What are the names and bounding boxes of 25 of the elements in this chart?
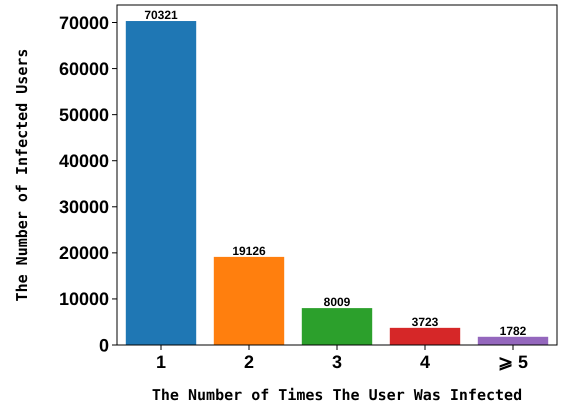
x-tick-label: 2 bbox=[244, 352, 254, 372]
x-tick-label: 1 bbox=[156, 352, 166, 372]
y-tick-label: 40000 bbox=[58, 151, 109, 172]
x-axis-title: The Number of Times The User Was Infected bbox=[152, 386, 522, 404]
data-label: 8009 bbox=[324, 295, 351, 310]
bar bbox=[214, 256, 284, 345]
bar bbox=[390, 328, 460, 345]
data-label: 70321 bbox=[144, 8, 178, 22]
bar bbox=[302, 308, 372, 345]
data-label: 1782 bbox=[500, 324, 527, 338]
bar bbox=[478, 336, 548, 345]
y-tick-label: 50000 bbox=[58, 104, 109, 125]
data-label: 19126 bbox=[232, 244, 266, 258]
y-tick-label: 60000 bbox=[58, 58, 109, 79]
y-axis-title: The Number of Infected Users bbox=[13, 48, 31, 302]
x-tick-label: ⩾ 5 bbox=[498, 352, 528, 372]
data-label: 3723 bbox=[412, 314, 439, 329]
y-tick-label: 0 bbox=[98, 335, 109, 356]
y-tick-label: 70000 bbox=[58, 12, 109, 33]
x-tick-label: 3 bbox=[332, 352, 342, 372]
y-tick-label: 30000 bbox=[58, 197, 109, 218]
bar bbox=[126, 21, 196, 345]
y-tick-label: 10000 bbox=[58, 289, 109, 310]
y-tick-label: 20000 bbox=[58, 243, 109, 264]
x-tick-label: 4 bbox=[420, 352, 430, 372]
